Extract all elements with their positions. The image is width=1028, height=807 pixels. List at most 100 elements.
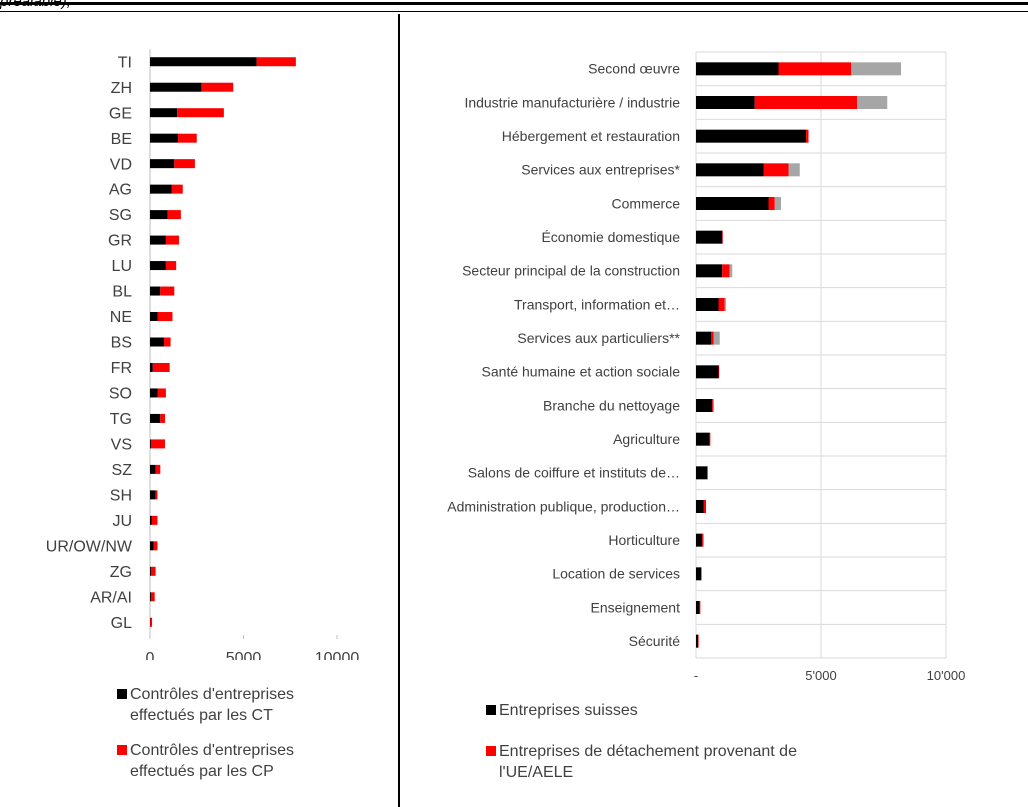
bar-secteur-principal-de-la-construction-s1 <box>722 264 730 278</box>
bar-industrie-manufacturiere-industrie-s0 <box>696 96 755 109</box>
bar-transport-information-et-s2 <box>724 298 726 311</box>
bar-location-de-services-s1 <box>701 567 702 581</box>
bar-ur-ow-nw-s0 <box>150 541 154 551</box>
category-label-zg: ZG <box>110 564 132 581</box>
bar-sh-s0 <box>150 490 156 500</box>
bar-second-uvre-s0 <box>696 62 779 76</box>
bar-bs-s0 <box>150 337 165 347</box>
bar-ge-s0 <box>150 108 178 118</box>
x-tick-label: 0 <box>146 650 155 660</box>
category-label-sg: SG <box>109 207 132 224</box>
bar-bs-s1 <box>164 337 171 347</box>
bar-lu-s1 <box>165 261 177 271</box>
category-label-second-uvre: Second œuvre <box>588 61 680 77</box>
category-label-industrie-manufacturiere-industrie: Industrie manufacturière / industrie <box>464 94 680 110</box>
bar-ne-s0 <box>150 312 158 322</box>
bar-transport-information-et-s0 <box>696 298 719 311</box>
bar-administration-publique-production-s0 <box>696 500 704 513</box>
legend-swatch-posted <box>486 746 496 756</box>
bar-be-s0 <box>150 133 179 143</box>
bar-agriculture-s0 <box>696 432 710 446</box>
category-label-ur-ow-nw: UR/OW/NW <box>46 538 133 555</box>
category-label-agriculture: Agriculture <box>613 431 680 447</box>
category-label-be: BE <box>111 131 132 148</box>
bar-ju-s1 <box>151 515 158 525</box>
category-label-sh: SH <box>110 487 132 504</box>
legend-swatch-cp <box>117 745 127 755</box>
bar-fr-s0 <box>150 362 153 372</box>
bar-services-aux-particuliers-s0 <box>696 331 711 345</box>
bar-agriculture-s1 <box>709 432 711 446</box>
bar-bl-s0 <box>150 286 161 296</box>
bar-economie-domestique-s1 <box>722 230 723 244</box>
category-label-gr: GR <box>108 233 132 250</box>
bar-zg-s1 <box>150 566 156 576</box>
x-tick-label: 5000 <box>226 650 262 660</box>
legend-item-posted: Entreprises de détachement provenant de … <box>486 741 846 783</box>
x-tick-label: 10000 <box>315 650 360 660</box>
category-label-services-aux-particuliers: Services aux particuliers** <box>517 330 680 346</box>
legend-swatch-ct <box>117 689 127 699</box>
bar-enseignement-s1 <box>699 601 701 614</box>
category-label-ag: AG <box>109 182 132 199</box>
bar-ar-ai-s1 <box>150 592 155 602</box>
bar-branche-du-nettoyage-s1 <box>712 399 714 412</box>
category-label-location-de-services: Location de services <box>552 566 680 582</box>
bar-sz-s1 <box>155 464 161 474</box>
bar-economie-domestique-s0 <box>696 230 723 244</box>
header-fragment: préalable), <box>0 0 71 10</box>
category-label-salons-de-coiffure-et-instituts-de: Salons de coiffure et instituts de… <box>468 465 680 481</box>
category-label-vd: VD <box>110 156 132 173</box>
bar-location-de-services-s0 <box>696 567 701 581</box>
bar-gl-s1 <box>150 617 153 627</box>
bar-ge-s1 <box>177 108 224 118</box>
x-tick-label: - <box>694 668 698 683</box>
category-label-sante-humaine-et-action-sociale: Santé humaine et action sociale <box>482 364 681 380</box>
bar-sg-s0 <box>150 210 168 220</box>
category-label-lu: LU <box>112 258 132 275</box>
bar-services-aux-entreprises-s2 <box>788 163 800 177</box>
bar-sante-humaine-et-action-sociale-s0 <box>696 365 719 379</box>
bar-secteur-principal-de-la-construction-s2 <box>729 264 733 278</box>
bar-branche-du-nettoyage-s0 <box>696 399 713 412</box>
bar-industrie-manufacturiere-industrie-s1 <box>754 96 858 109</box>
bar-salons-de-coiffure-et-instituts-de-s1 <box>707 466 708 480</box>
bar-services-aux-entreprises-s0 <box>696 163 764 177</box>
bar-enseignement-s0 <box>696 601 700 614</box>
category-label-tg: TG <box>110 411 132 428</box>
category-label-enseignement: Enseignement <box>590 599 680 615</box>
bar-vd-s0 <box>150 159 175 169</box>
bar-horticulture-s0 <box>696 533 703 547</box>
bar-services-aux-particuliers-s2 <box>713 331 720 345</box>
bar-zh-s0 <box>150 82 202 92</box>
legend-label-ct: Contrôles d'entreprises effectués par le… <box>130 686 295 724</box>
bar-zh-s1 <box>201 82 234 92</box>
category-label-ju: JU <box>112 513 132 530</box>
bar-commerce-s2 <box>774 197 781 210</box>
category-label-so: SO <box>109 386 132 403</box>
category-label-horticulture: Horticulture <box>608 532 680 548</box>
category-label-economie-domestique: Économie domestique <box>541 229 680 245</box>
category-label-hebergement-et-restauration: Hébergement et restauration <box>502 128 680 144</box>
bar-sante-humaine-et-action-sociale-s1 <box>718 365 720 379</box>
bar-gr-s0 <box>150 235 166 245</box>
bar-horticulture-s1 <box>702 533 704 547</box>
canton-controls-chart: TI ZH GE BE VD AG SG GR LU BL NE BS FR SO TG VS SZ SH JU UR… <box>46 49 360 660</box>
category-label-zh: ZH <box>111 80 132 97</box>
bar-hebergement-et-restauration-s1 <box>806 129 809 143</box>
category-label-services-aux-entreprises: Services aux entreprises* <box>521 162 680 178</box>
bar-ar-ai-s0 <box>150 592 151 602</box>
bar-ti-s0 <box>150 57 257 67</box>
category-label-commerce: Commerce <box>612 195 681 211</box>
category-label-bs: BS <box>111 335 132 352</box>
bar-securite-s1 <box>698 634 699 648</box>
category-label-secteur-principal-de-la-construction: Secteur principal de la construction <box>462 263 680 279</box>
bar-second-uvre-s1 <box>778 62 851 76</box>
category-label-vs: VS <box>111 437 132 454</box>
bar-industrie-manufacturiere-industrie-s2 <box>857 96 888 109</box>
bar-vs-s0 <box>150 439 151 449</box>
category-label-ti: TI <box>118 54 132 71</box>
bar-administration-publique-production-s1 <box>703 500 706 513</box>
bar-sg-s1 <box>167 210 181 220</box>
legend-label-swiss: Entreprises suisses <box>499 702 638 719</box>
